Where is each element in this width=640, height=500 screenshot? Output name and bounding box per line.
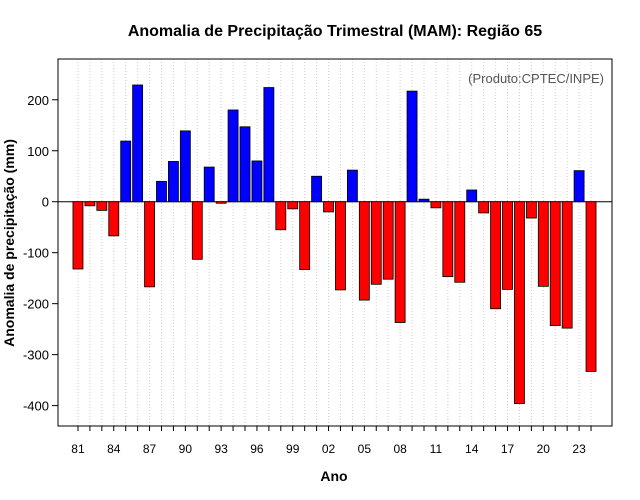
y-axis-title: Anomalia de precipitação (mm) <box>1 139 17 347</box>
x-tick-label: 08 <box>393 442 407 456</box>
bar-1983 <box>96 201 108 211</box>
x-tick-label: 99 <box>286 442 300 456</box>
bar-1996 <box>251 160 263 203</box>
bar-2012 <box>442 201 454 278</box>
y-tick-label: 0 <box>42 195 49 210</box>
x-axis: 81 84 87 90 93 96 99 02 05 08 11 14 17 20 23 <box>71 426 592 456</box>
x-tick-label: 02 <box>322 442 336 456</box>
bar-1992 <box>203 166 215 203</box>
x-axis-title: Ano <box>320 468 347 484</box>
x-tick-label: 14 <box>465 442 479 456</box>
bar-2015 <box>478 201 490 214</box>
bar-1987 <box>144 201 155 288</box>
chart-title: Anomalia de Precipitação Trimestral (MAM… <box>128 23 542 40</box>
x-tick-label: 05 <box>358 442 372 456</box>
bar-2007 <box>382 201 394 280</box>
bar-2016 <box>490 201 501 310</box>
y-tick-label: -400 <box>23 399 49 414</box>
x-tick-label: 93 <box>214 442 228 456</box>
bar-1999 <box>287 201 299 210</box>
bar-2014 <box>466 189 478 203</box>
bar-2018 <box>514 201 525 404</box>
bar-1993 <box>215 201 227 204</box>
bar-2011 <box>430 201 442 209</box>
bar-1982 <box>84 201 96 207</box>
bar-2020 <box>537 201 549 287</box>
bar-1998 <box>275 201 287 231</box>
bar-1994 <box>227 109 239 203</box>
x-tick-label: 84 <box>107 442 121 456</box>
y-tick-label: 200 <box>27 93 49 108</box>
source-note: (Produto:CPTEC/INPE) <box>468 71 604 86</box>
bar-1985 <box>120 140 132 203</box>
y-tick-label: 100 <box>27 144 49 159</box>
x-tick-label: 90 <box>179 442 193 456</box>
bar-2009 <box>406 90 418 203</box>
bar-2008 <box>394 201 406 323</box>
bar-1986 <box>132 84 144 203</box>
y-tick-label: -200 <box>23 297 49 312</box>
x-tick-label: 81 <box>71 442 85 456</box>
bar-2019 <box>525 201 537 219</box>
bar-1988 <box>156 180 167 203</box>
y-tick-label: -300 <box>23 348 49 363</box>
bar-2021 <box>549 201 561 326</box>
y-tick-label: -100 <box>23 246 49 261</box>
bar-1991 <box>191 201 203 260</box>
bar-2001 <box>311 175 323 203</box>
plot-frame <box>57 58 613 427</box>
bar-2002 <box>323 201 334 213</box>
bar-2022 <box>561 201 573 329</box>
x-tick-label: 96 <box>250 442 264 456</box>
bar-2005 <box>358 201 370 301</box>
x-tick-label: 20 <box>537 442 551 456</box>
bar-1990 <box>179 130 191 203</box>
bar-1981 <box>72 201 84 270</box>
bar-2023 <box>573 170 585 203</box>
bar-1997 <box>263 87 275 203</box>
x-tick-label: 11 <box>430 442 443 456</box>
bar-2003 <box>335 201 346 291</box>
bar-2000 <box>299 201 311 270</box>
bar-2024 <box>585 201 597 372</box>
bar-2006 <box>370 201 382 285</box>
bar-2017 <box>502 201 513 290</box>
bar-1984 <box>108 201 120 237</box>
bar-1995 <box>239 126 251 203</box>
bar-2013 <box>454 201 466 283</box>
x-tick-label: 17 <box>501 442 515 456</box>
bar-2004 <box>346 169 358 203</box>
bar-1989 <box>168 161 179 203</box>
x-tick-label: 87 <box>143 442 157 456</box>
y-axis: -400 -300 -200 -100 0 100 200 <box>23 93 58 414</box>
bars <box>72 84 597 404</box>
bar-2010 <box>418 198 430 203</box>
x-tick-label: 23 <box>572 442 586 456</box>
